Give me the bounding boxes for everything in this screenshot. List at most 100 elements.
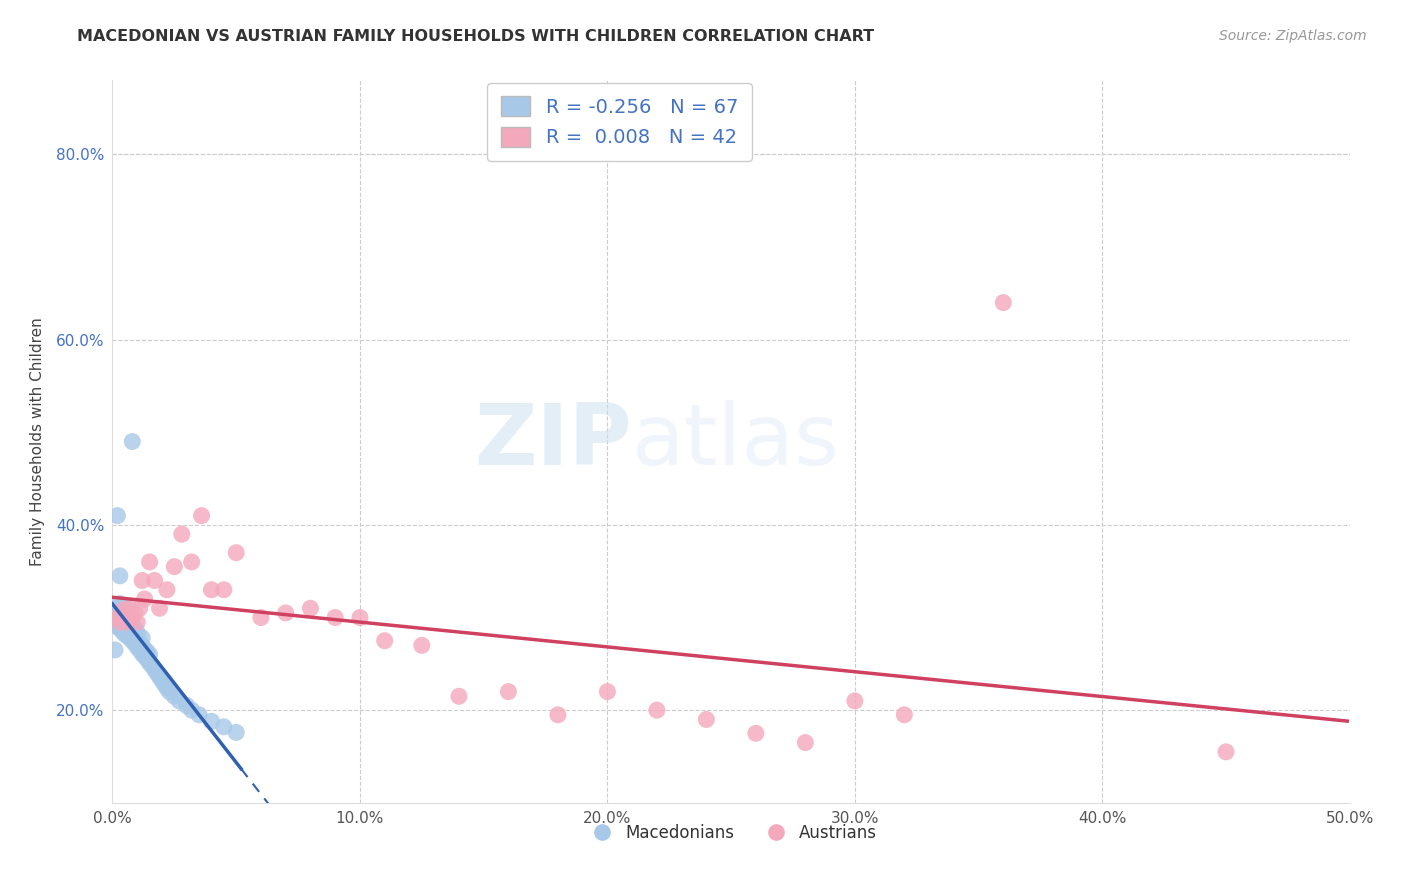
Point [163, 559, 186, 574]
Point [156, 681, 179, 695]
Point [128, 635, 150, 649]
Point [212, 582, 235, 597]
Point [114, 608, 136, 623]
Point [107, 620, 129, 634]
Point [1215, 745, 1237, 759]
Point [498, 684, 520, 698]
Point [695, 713, 717, 727]
Point [111, 603, 134, 617]
Point [153, 677, 176, 691]
Point [121, 626, 143, 640]
Point [169, 694, 191, 708]
Text: MACEDONIAN VS AUSTRIAN FAMILY HOUSEHOLDS WITH CHILDREN CORRELATION CHART: MACEDONIAN VS AUSTRIAN FAMILY HOUSEHOLDS… [77, 29, 875, 44]
Point [250, 610, 273, 624]
Point [117, 607, 139, 622]
Point [114, 627, 136, 641]
Point [121, 434, 143, 449]
Point [114, 620, 136, 634]
Point [107, 508, 129, 523]
Point [127, 632, 149, 647]
Point [180, 555, 202, 569]
Point [163, 690, 186, 704]
Point [349, 610, 371, 624]
Point [225, 546, 247, 560]
Point [131, 631, 153, 645]
Point [134, 649, 156, 664]
Point [176, 698, 198, 713]
Point [447, 690, 470, 704]
Point [411, 638, 433, 652]
Point [118, 617, 141, 632]
Point [108, 603, 131, 617]
Point [143, 574, 166, 588]
Point [131, 639, 153, 653]
Point [111, 617, 134, 632]
Point [114, 607, 136, 621]
Point [374, 633, 396, 648]
Point [299, 601, 322, 615]
Point [596, 684, 619, 698]
Point [136, 645, 159, 659]
Point [745, 726, 768, 740]
Point [104, 615, 127, 630]
Point [156, 582, 179, 597]
Point [107, 601, 129, 615]
Point [200, 714, 222, 729]
Y-axis label: Family Households with Children: Family Households with Children [30, 318, 45, 566]
Point [117, 615, 139, 630]
Point [114, 599, 136, 614]
Point [117, 615, 139, 630]
Text: Source: ZipAtlas.com: Source: ZipAtlas.com [1219, 29, 1367, 43]
Point [111, 624, 134, 639]
Point [108, 622, 131, 636]
Point [157, 684, 180, 698]
Point [993, 295, 1015, 310]
Point [893, 707, 915, 722]
Point [128, 601, 150, 615]
Point [134, 592, 156, 607]
Point [118, 631, 141, 645]
Point [274, 606, 297, 620]
Point [111, 604, 134, 618]
Point [200, 582, 222, 597]
Point [127, 615, 149, 630]
Point [645, 703, 668, 717]
Point [104, 643, 127, 657]
Point [143, 662, 166, 676]
Point [844, 694, 866, 708]
Point [127, 640, 149, 655]
Point [108, 615, 131, 630]
Point [118, 610, 141, 624]
Point [108, 569, 131, 583]
Point [136, 652, 159, 666]
Point [134, 642, 156, 657]
Legend: Macedonians, Austrians: Macedonians, Austrians [578, 817, 884, 848]
Point [117, 629, 139, 643]
Point [127, 625, 149, 640]
Point [121, 633, 143, 648]
Point [323, 610, 346, 624]
Point [114, 613, 136, 627]
Point [148, 601, 170, 615]
Text: ZIP: ZIP [474, 400, 633, 483]
Point [121, 612, 143, 626]
Point [104, 606, 127, 620]
Point [148, 670, 170, 684]
Point [138, 648, 160, 662]
Point [118, 624, 141, 639]
Point [138, 555, 160, 569]
Point [124, 606, 146, 620]
Point [124, 622, 146, 636]
Point [150, 673, 173, 688]
Point [111, 610, 134, 624]
Point [141, 658, 163, 673]
Point [108, 597, 131, 611]
Point [117, 623, 139, 637]
Point [108, 615, 131, 630]
Point [108, 608, 131, 623]
Point [180, 703, 202, 717]
Point [128, 643, 150, 657]
Point [107, 610, 129, 624]
Point [190, 508, 212, 523]
Point [121, 619, 143, 633]
